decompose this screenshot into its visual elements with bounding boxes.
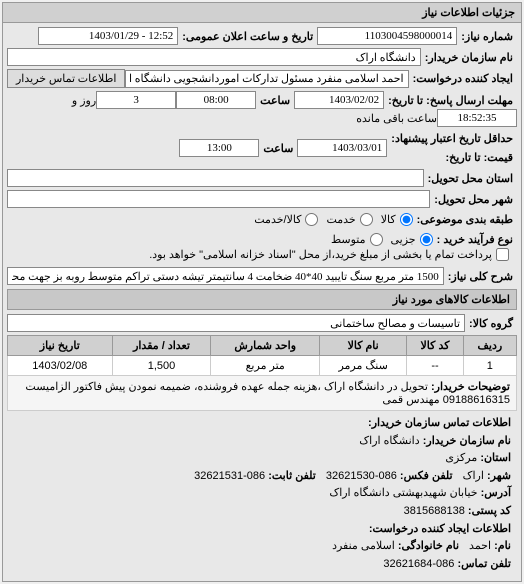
- payment-checkbox[interactable]: پرداخت تمام یا بخشی از مبلغ خرید،از محل …: [149, 248, 509, 261]
- validity-date-input[interactable]: [297, 139, 387, 157]
- remain-days-input: [96, 91, 176, 109]
- payment-checkbox-input[interactable]: [496, 248, 509, 261]
- table-header-unit: واحد شمارش: [211, 336, 320, 356]
- contact-state-value: مرکزی: [445, 452, 477, 464]
- category-service-radio[interactable]: خدمت: [326, 213, 372, 226]
- category-both-label: کالا/خدمت: [254, 213, 301, 226]
- request-number-input[interactable]: [317, 27, 457, 45]
- table-cell-unit: متر مربع: [211, 356, 320, 376]
- category-service-input[interactable]: [360, 213, 373, 226]
- delivery-state-label: استان محل تحویل:: [424, 170, 517, 187]
- buyer-org-input[interactable]: [7, 48, 421, 66]
- requester-input[interactable]: [125, 70, 408, 88]
- request-number-label: شماره نیاز:: [457, 28, 517, 45]
- process-type-label: نوع فرآیند خرید :: [433, 231, 517, 248]
- process-medium-input[interactable]: [370, 233, 383, 246]
- category-goods-radio[interactable]: کالا: [381, 213, 413, 226]
- panel-body: شماره نیاز: تاریخ و ساعت اعلان عمومی: نا…: [3, 23, 521, 581]
- delivery-city-label: شهر محل تحویل:: [430, 191, 517, 208]
- contact-address-value: خیابان شهیدبهشتی دانشگاه اراک: [329, 487, 477, 499]
- table-row[interactable]: 1 -- سنگ مرمر متر مربع 1,500 1403/02/08: [8, 356, 517, 376]
- goods-group-input[interactable]: [7, 314, 465, 332]
- requester-phone-label: تلفن تماس:: [457, 558, 511, 570]
- contact-org-value: دانشگاه اراک: [359, 435, 419, 447]
- table-note-label: توضیحات خریدار:: [431, 381, 510, 393]
- validity-date-label: قیمت: تا تاریخ:: [387, 149, 517, 166]
- contact-postal-value: 3815688138: [404, 505, 465, 517]
- requester-family-label: نام خانوادگی:: [398, 540, 459, 552]
- summary-input[interactable]: [7, 267, 444, 285]
- contact-state-label: استان:: [480, 452, 511, 464]
- contact-postal-label: کد پستی:: [468, 505, 511, 517]
- summary-label: شرح کلی نیاز:: [444, 268, 517, 285]
- process-radio-group: جزیی متوسط: [331, 233, 433, 246]
- delivery-city-input[interactable]: [7, 190, 430, 208]
- response-time-input[interactable]: [176, 91, 256, 109]
- contact-section: اطلاعات تماس سازمان خریدار: نام سازمان خ…: [7, 411, 517, 577]
- category-radio-group: کالا خدمت کالا/خدمت: [254, 213, 412, 226]
- category-label: طبقه بندی موضوعی:: [413, 211, 517, 228]
- remain-days-label: روز و: [72, 94, 96, 107]
- contact-phone-label: تلفن ثابت:: [268, 470, 316, 482]
- requester-name-label: نام:: [494, 540, 511, 552]
- category-goods-label: کالا: [381, 213, 396, 226]
- table-header-index: ردیف: [463, 336, 516, 356]
- goods-table: ردیف کد کالا نام کالا واحد شمارش تعداد /…: [7, 335, 517, 411]
- contact-fax-label: تلفن فکس:: [400, 470, 453, 482]
- contact-phone-value: 086-32621531: [194, 470, 265, 482]
- remain-time-label: ساعت باقی مانده: [356, 112, 437, 125]
- buyer-org-label: نام سازمان خریدار:: [421, 49, 517, 66]
- contact-city-label: شهر:: [487, 470, 511, 482]
- category-both-radio[interactable]: کالا/خدمت: [254, 213, 318, 226]
- remain-time-input: [437, 109, 517, 127]
- response-time-label: ساعت: [256, 92, 294, 109]
- contact-fax-value: 086-32621530: [326, 470, 397, 482]
- response-date-input[interactable]: [294, 91, 384, 109]
- table-cell-date: 1403/02/08: [8, 356, 113, 376]
- table-header-name: نام کالا: [319, 336, 406, 356]
- process-medium-radio[interactable]: متوسط: [331, 233, 383, 246]
- delivery-state-input[interactable]: [7, 169, 424, 187]
- category-service-label: خدمت: [326, 213, 355, 226]
- payment-note: پرداخت تمام یا بخشی از مبلغ خرید،از محل …: [149, 248, 492, 261]
- contact-address-label: آدرس:: [481, 487, 511, 499]
- table-header-date: تاریخ نیاز: [8, 336, 113, 356]
- process-minor-input[interactable]: [420, 233, 433, 246]
- process-minor-label: جزیی: [391, 233, 416, 246]
- goods-section-title: اطلاعات کالاهای مورد نیاز: [7, 289, 517, 310]
- validity-label: حداقل تاریخ اعتبار پیشنهاد:: [387, 130, 517, 147]
- contact-org-label: نام سازمان خریدار:: [423, 435, 511, 447]
- public-date-label: تاریخ و ساعت اعلان عمومی:: [178, 28, 317, 45]
- table-note-row: توضیحات خریدار: تحویل در دانشگاه اراک ،ه…: [8, 376, 517, 411]
- requester-phone-value: 086-32621684: [383, 558, 454, 570]
- goods-group-label: گروه کالا:: [465, 315, 517, 332]
- requester-label: ایجاد کننده درخواست:: [409, 70, 517, 87]
- validity-time-label: ساعت: [259, 140, 297, 157]
- table-header-qty: تعداد / مقدار: [112, 336, 211, 356]
- validity-time-input[interactable]: [179, 139, 259, 157]
- table-header-code: کد کالا: [407, 336, 463, 356]
- table-cell-qty: 1,500: [112, 356, 211, 376]
- response-deadline-label: مهلت ارسال پاسخ: تا تاریخ:: [384, 92, 517, 109]
- table-cell-code: --: [407, 356, 463, 376]
- table-cell-name: سنگ مرمر: [319, 356, 406, 376]
- requester-name-value: احمد: [469, 540, 491, 552]
- table-header-row: ردیف کد کالا نام کالا واحد شمارش تعداد /…: [8, 336, 517, 356]
- category-both-input[interactable]: [305, 213, 318, 226]
- contact-title: اطلاعات تماس سازمان خریدار:: [368, 417, 511, 429]
- buyer-contact-button[interactable]: اطلاعات تماس خریدار: [7, 69, 125, 88]
- process-medium-label: متوسط: [331, 233, 366, 246]
- details-panel: جزئیات اطلاعات نیاز شماره نیاز: تاریخ و …: [2, 2, 522, 582]
- requester-family-value: اسلامی منفرد: [332, 540, 395, 552]
- public-date-input[interactable]: [38, 27, 178, 45]
- table-cell-index: 1: [463, 356, 516, 376]
- panel-title: جزئیات اطلاعات نیاز: [3, 3, 521, 23]
- process-minor-radio[interactable]: جزیی: [391, 233, 433, 246]
- category-goods-input[interactable]: [400, 213, 413, 226]
- requester-section-title: اطلاعات ایجاد کننده درخواست:: [369, 523, 511, 535]
- contact-city-value: اراک: [463, 470, 484, 482]
